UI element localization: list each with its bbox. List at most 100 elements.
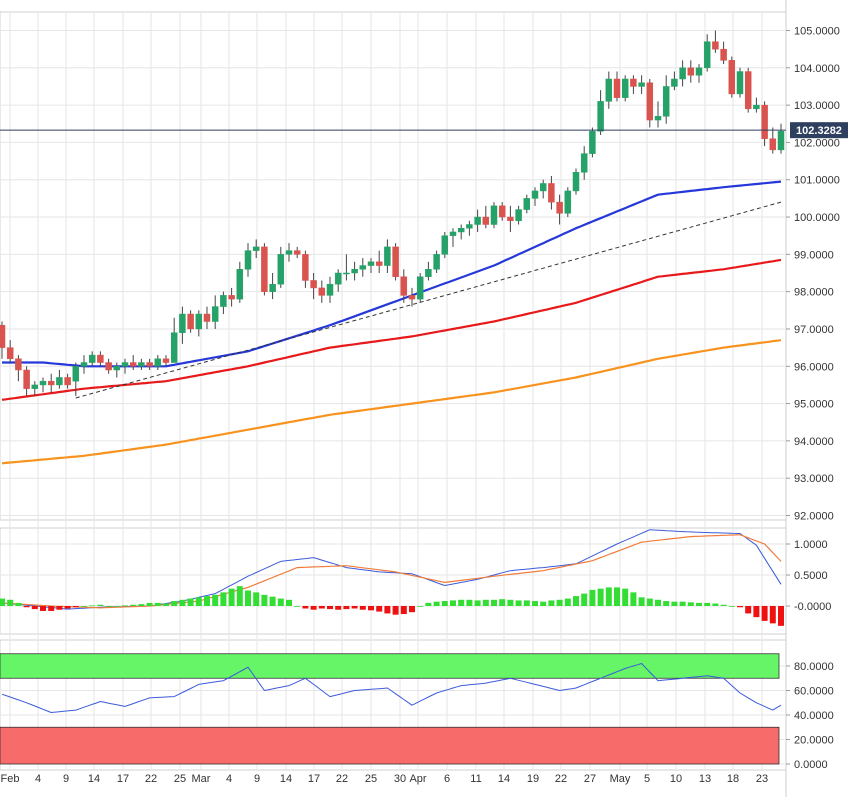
macd-hist-bar-positive [540, 601, 547, 606]
price-y-tick-label: 93.0000 [794, 473, 834, 485]
candle-up [72, 366, 80, 382]
candle-down [548, 183, 555, 203]
macd-y-tick-label: -0.0000 [794, 601, 831, 613]
candle-up [343, 272, 350, 275]
candle-up [425, 269, 432, 277]
macd-hist-bar-positive [294, 606, 301, 607]
candle-up [777, 130, 785, 151]
price-y-tick-label: 103.0000 [794, 100, 840, 112]
macd-hist-bar-positive [7, 599, 14, 606]
candle-up [367, 261, 375, 266]
macd-hist-bar-negative [376, 606, 383, 612]
macd-hist-bar-positive [97, 604, 104, 606]
candle-up [236, 269, 244, 300]
macd-hist-bar-negative [359, 606, 366, 610]
macd-hist-bar-positive [573, 596, 579, 606]
macd-hist-bar-positive [638, 597, 645, 606]
macd-hist-bar-positive [474, 600, 481, 606]
macd-hist-bar-positive [482, 599, 489, 606]
macd-hist-bar-negative [761, 606, 768, 621]
candle-up [416, 276, 424, 300]
candle-up [384, 246, 391, 266]
macd-hist-bar-positive [655, 599, 661, 606]
x-tick-label: 11 [470, 773, 481, 785]
current-price-marker: 102.3282 [0, 122, 848, 139]
x-tick-label: 22 [555, 773, 567, 785]
candle-down [105, 362, 112, 371]
macd-hist-bar-negative [318, 606, 325, 609]
price-y-tick-label: 94.0000 [794, 436, 834, 448]
candle-down [47, 380, 55, 386]
candle-up [564, 190, 572, 214]
macd-hist-bar-negative [302, 606, 309, 609]
macd-hist-bar-negative [48, 606, 55, 611]
candle-up [695, 67, 703, 76]
candle-down [507, 216, 514, 222]
rsi-oversold-zone [0, 726, 780, 765]
macd-hist-bar-positive [532, 601, 538, 606]
x-tick-label: 14 [280, 773, 292, 785]
candle-up [638, 82, 645, 87]
x-tick-label: 9 [63, 773, 69, 785]
candle-up [589, 130, 596, 154]
candle-up [334, 272, 342, 285]
candle-down [0, 324, 6, 348]
x-tick-label: 4 [226, 773, 232, 785]
macd-hist-bar-positive [605, 587, 612, 606]
candle-down [400, 276, 408, 296]
macd-hist-bar-positive [507, 599, 514, 606]
macd-hist-bar-positive [130, 604, 137, 606]
candle-down [498, 205, 506, 218]
candle-up [170, 332, 178, 363]
candle-up [449, 231, 457, 236]
macd-hist-bar-positive [548, 600, 555, 606]
macd-hist-bar-positive [679, 601, 686, 606]
macd-hist-bar-negative [778, 606, 784, 626]
candle-up [31, 384, 39, 389]
macd-hist-bar-positive [622, 588, 629, 606]
x-tick-label: 27 [584, 773, 596, 785]
candle-down [482, 216, 490, 225]
candle-up [654, 116, 662, 121]
candle-up [531, 190, 539, 199]
candle-down [97, 354, 104, 363]
macd-hist-bar-positive [212, 594, 219, 606]
macd-hist-bar-positive [187, 598, 194, 606]
macd-hist-bar-negative [40, 606, 46, 611]
macd-hist-bar-positive [458, 599, 465, 606]
candle-up [56, 377, 63, 386]
macd-y-tick-label: 0.5000 [794, 570, 828, 582]
candle-down [556, 201, 563, 214]
x-tick-label: 4 [35, 773, 41, 785]
candle-up [154, 358, 162, 367]
candle-up [679, 67, 686, 80]
candle-up [80, 362, 88, 367]
candle-up [572, 172, 580, 192]
macd-hist-bar-positive [138, 604, 145, 606]
candle-up [662, 86, 670, 117]
candle-down [318, 287, 326, 296]
macd-hist-bar-positive [466, 599, 473, 606]
candle-down [375, 261, 383, 266]
candle-down [310, 280, 317, 289]
macd-hist-bar-positive [556, 599, 563, 606]
x-tick-label: 22 [145, 773, 157, 785]
candle-up [88, 354, 96, 363]
macd-hist-bar-negative [368, 606, 374, 611]
rsi-y-tick-label: 40.0000 [794, 710, 834, 722]
candle-up [736, 71, 744, 95]
candle-up [211, 306, 219, 322]
candle-down [146, 362, 153, 367]
candle-down [728, 60, 736, 95]
candle-down [646, 82, 654, 121]
macd-hist-bar-positive [228, 588, 235, 606]
x-tick-label: May [610, 773, 631, 785]
indicator-lines [1, 180, 782, 713]
macd-hist-bar-positive [597, 588, 604, 606]
rsi-line [1, 663, 782, 713]
macd-hist-bar-positive [581, 593, 588, 606]
macd-hist-bar-positive [704, 602, 711, 606]
x-tick-label: 17 [117, 773, 129, 785]
candle-up [671, 78, 678, 87]
